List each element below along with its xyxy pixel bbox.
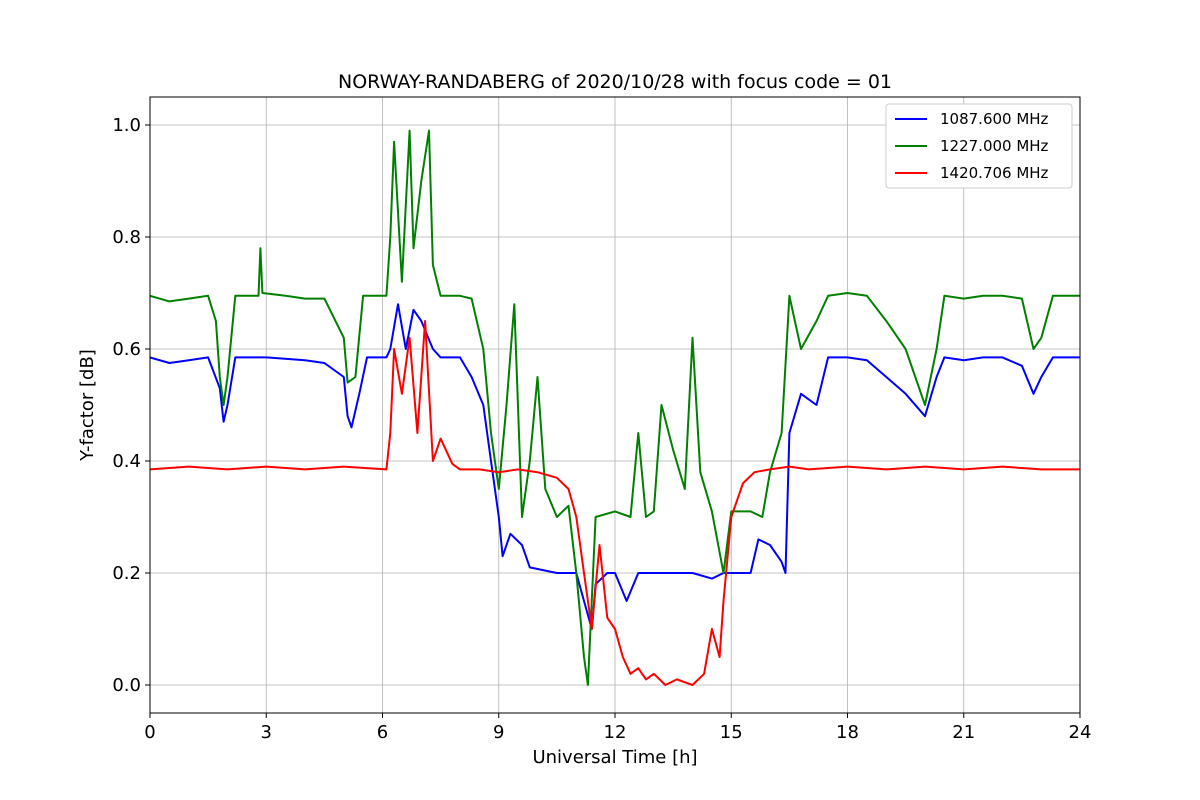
y-tick-label: 0.8: [112, 227, 141, 248]
x-tick-label: 9: [493, 722, 504, 743]
x-axis-label: Universal Time [h]: [532, 747, 697, 768]
legend: 1087.600 MHz 1227.000 MHz 1420.706 MHz: [885, 103, 1073, 189]
x-tick-label: 15: [720, 722, 743, 743]
x-tick-label: 18: [836, 722, 859, 743]
series-line-1: [150, 303, 1080, 630]
legend-label-3: 1420.706 MHz: [940, 164, 1049, 182]
y-tick-label: 1.0: [112, 115, 141, 136]
x-tick-label: 6: [377, 722, 388, 743]
series-line-3: [150, 320, 1080, 686]
legend-label-2: 1227.000 MHz: [940, 137, 1049, 155]
y-axis-label: Y-factor [dB]: [77, 349, 98, 462]
y-tick-label: 0.0: [112, 675, 141, 696]
x-tick-label: 12: [604, 722, 627, 743]
chart-title: NORWAY-RANDABERG of 2020/10/28 with focu…: [338, 71, 892, 93]
legend-label-1: 1087.600 MHz: [940, 110, 1049, 128]
series-layer: [150, 129, 1080, 686]
x-tick-label: 3: [261, 722, 272, 743]
x-tick-label: 21: [952, 722, 975, 743]
series-line-2: [150, 129, 1080, 686]
x-tick-label: 24: [1069, 722, 1092, 743]
x-tick-label: 0: [144, 722, 155, 743]
y-tick-label: 0.4: [112, 451, 141, 472]
ticks: 0 3 6 9 12 15 18 21 24 0.0 0.2 0.4 0.6 0.8 1.0: [112, 115, 1091, 743]
y-tick-label: 0.2: [112, 563, 141, 584]
y-tick-label: 0.6: [112, 339, 141, 360]
legend-box: [885, 103, 1073, 189]
grid: [149, 97, 1081, 713]
